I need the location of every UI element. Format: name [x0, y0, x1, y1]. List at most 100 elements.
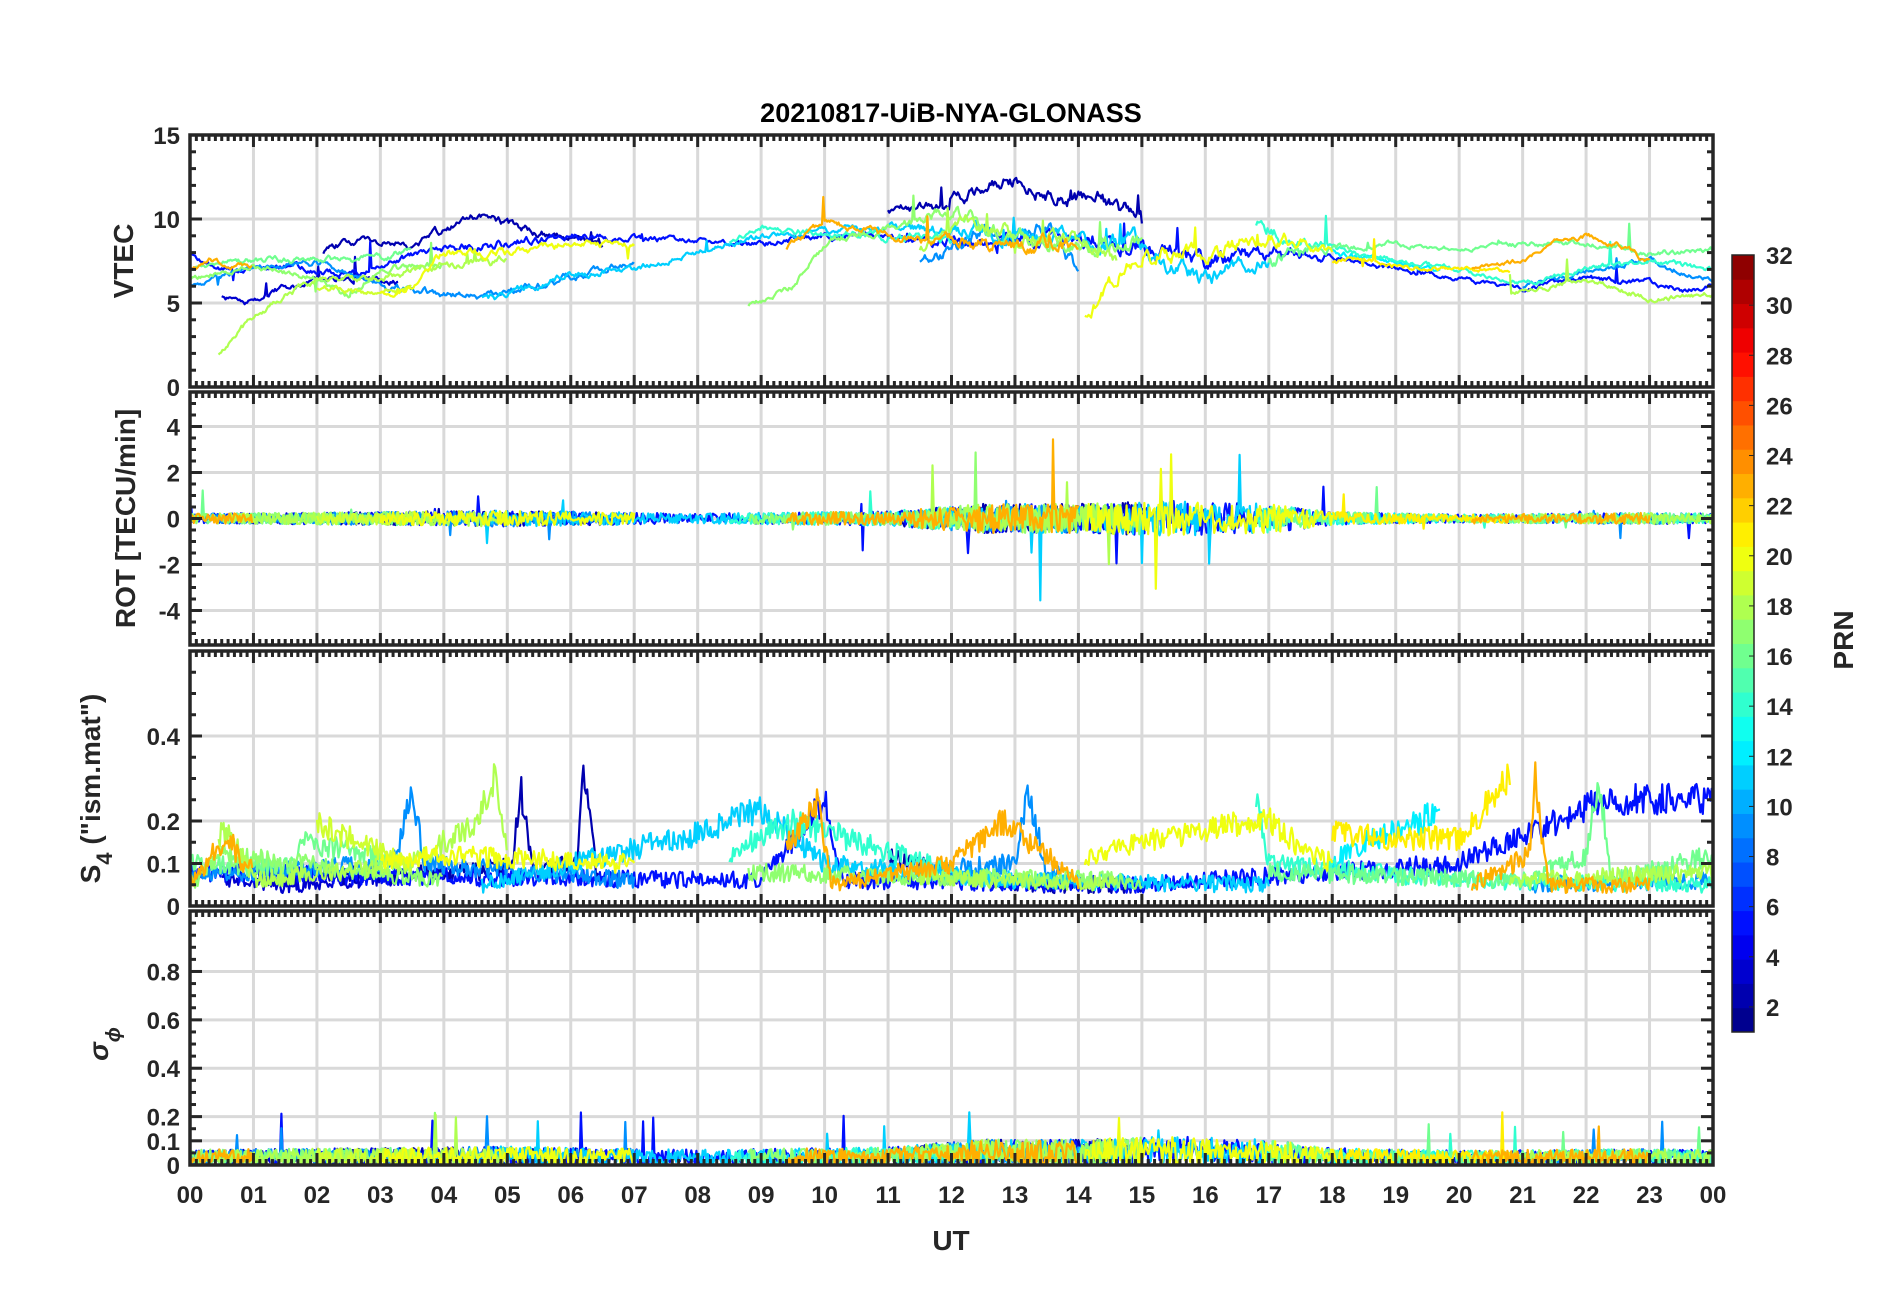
x-tick-labels: 00 01 02 03 04 05 06 07 08 09 10 11 12 13 14 15 16 17 18 19… [177, 1182, 1727, 1209]
x-tick-label: 12 [938, 1182, 965, 1209]
y-label-suffix: ("ism.mat") [75, 694, 106, 853]
colorbar-swatch [1732, 910, 1754, 936]
colorbar-swatch [1732, 740, 1754, 766]
series-prn-23 [1471, 1125, 1651, 1165]
colorbar-swatch [1732, 1007, 1754, 1033]
y-tick-label: 0 [167, 1153, 180, 1180]
colorbar-swatch [1732, 522, 1754, 547]
x-tick-label: 14 [1065, 1182, 1092, 1209]
colorbar-swatch [1732, 594, 1754, 620]
colorbar-tick-label: 32 [1766, 243, 1793, 270]
colorbar-tick-label: 4 [1766, 945, 1780, 972]
x-tick-label: 07 [621, 1182, 648, 1209]
colorbar-swatch [1732, 934, 1754, 960]
x-tick-label: 09 [748, 1182, 775, 1209]
series-prn-14 [728, 808, 953, 878]
x-tick-label: 13 [1002, 1182, 1029, 1209]
series-prn-2 [887, 176, 1143, 224]
y-label-sub: ϕ [103, 1027, 125, 1042]
series-prn-19 [316, 284, 412, 296]
x-tick-label: 18 [1319, 1182, 1346, 1209]
axes-frame [188, 133, 1715, 389]
colorbar-tick-label: 24 [1766, 444, 1793, 471]
y-tick-label: 4 [167, 415, 181, 442]
series-prn-23 [785, 195, 1079, 256]
x-tick-label: 10 [811, 1182, 838, 1209]
panel-rot: -4 -2 0 2 4 ROT [TECU/min] [110, 390, 1715, 647]
y-tick-label: 0 [167, 375, 180, 402]
y-tick-label: 2 [167, 461, 180, 488]
series-prn-14 [728, 224, 953, 244]
x-tick-label: 23 [1636, 1182, 1663, 1209]
colorbar-swatch [1732, 352, 1754, 377]
colorbar-swatch [1732, 327, 1754, 353]
series-prn-20 [379, 238, 636, 298]
y-tick-label: 0.1 [147, 1129, 180, 1156]
series-prn-16 [190, 247, 412, 272]
colorbar-tick-label: 12 [1766, 744, 1793, 771]
x-tick-label: 02 [304, 1182, 331, 1209]
colorbar-swatch [1732, 813, 1754, 839]
colorbar-tick-label: 14 [1766, 694, 1793, 721]
series-prn-16 [1268, 486, 1713, 532]
y-tick-label: 15 [153, 123, 180, 150]
x-tick-label: 19 [1382, 1182, 1409, 1209]
colorbar-swatch [1732, 983, 1754, 1009]
colorbar-swatch [1732, 959, 1754, 984]
colorbar-tick-label: 8 [1766, 845, 1779, 872]
series-prn-20 [1083, 1116, 1334, 1165]
colorbar-tick-label: 28 [1766, 343, 1793, 370]
y-tick-label: 0.4 [147, 724, 181, 751]
colorbar-swatch [1732, 497, 1754, 523]
colorbar-tick-label: 18 [1766, 594, 1793, 621]
series-prn-11 [480, 453, 1270, 602]
y-tick-label: -2 [159, 553, 180, 580]
chart-title: 20210817-UiB-NYA-GLONASS [760, 98, 1142, 128]
series-prn-17 [747, 194, 1143, 307]
colorbar-tick-label: 22 [1766, 494, 1793, 521]
x-axis-label: UT [932, 1225, 969, 1256]
series-prn-20 [1084, 226, 1334, 319]
colorbar-tick-label: 30 [1766, 293, 1793, 320]
y-axis-label: ROT [TECU/min] [110, 409, 141, 628]
series-prn-17 [190, 241, 444, 299]
colorbar-swatch [1732, 862, 1754, 887]
series-prn-23 [190, 257, 253, 271]
colorbar-swatch [1732, 789, 1754, 814]
axes-frame [188, 390, 1715, 647]
series-prn-18 [918, 206, 1118, 261]
series-prn-14 [1255, 214, 1713, 286]
y-tick-label: 0.6 [147, 1008, 180, 1035]
colorbar-swatch [1732, 886, 1754, 912]
series-group [190, 438, 1713, 602]
axes-frame [188, 649, 1715, 908]
colorbar-frame [1731, 254, 1755, 1033]
x-tick-label: 05 [494, 1182, 521, 1209]
y-tick-label: 0.2 [147, 809, 180, 836]
colorbar-swatch [1732, 400, 1754, 426]
colorbar-tick-label: 26 [1766, 393, 1793, 420]
y-axis-label: S4 ("ism.mat") [75, 694, 117, 884]
x-tick-label: 08 [684, 1182, 711, 1209]
axes-frame [188, 909, 1715, 1167]
colorbar-swatch [1732, 716, 1754, 742]
series-prn-21 [1331, 238, 1511, 274]
colorbar-swatch [1732, 424, 1754, 450]
series-prn-23 [1471, 232, 1651, 270]
series-prn-18 [918, 464, 1118, 566]
y-label-main: σ [83, 1041, 114, 1061]
colorbar-tick-label: 20 [1766, 544, 1793, 571]
colorbar-swatch [1732, 546, 1754, 572]
series-prn-20 [379, 510, 636, 527]
series-prn-23 [1470, 761, 1651, 895]
x-tick-label: 01 [240, 1182, 267, 1209]
series-prn-23 [785, 438, 1080, 535]
y-label-main: S [75, 865, 106, 884]
series-prn-23 [190, 833, 254, 892]
series-prn-2 [322, 213, 604, 255]
y-tick-label: 0.4 [147, 1056, 181, 1083]
colorbar-tick-label: 6 [1766, 895, 1779, 922]
x-tick-label: 15 [1129, 1182, 1156, 1209]
series-group [190, 176, 1713, 356]
